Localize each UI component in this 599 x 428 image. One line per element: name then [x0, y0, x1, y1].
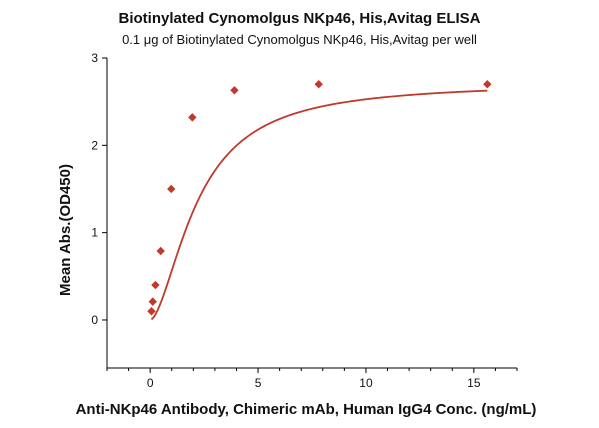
x-tick-label: 10	[359, 376, 373, 390]
x-axis-label: Anti-NKp46 Antibody, Chimeric mAb, Human…	[76, 401, 537, 418]
x-ticks: 0 5 10 15	[106, 368, 518, 390]
y-tick-label: 3	[91, 51, 98, 65]
y-axis-label: Mean Abs.(OD450)	[57, 164, 74, 296]
data-point	[167, 184, 176, 194]
y-tick-label: 0	[91, 313, 98, 327]
data-point	[483, 79, 492, 89]
chart-subtitle: 0.1 μg of Biotinylated Cynomolgus NKp46,…	[122, 32, 477, 47]
data-point	[148, 297, 157, 306]
data-point	[151, 280, 160, 290]
data-points	[147, 79, 492, 316]
axes	[106, 58, 517, 369]
data-point	[156, 246, 165, 256]
chart-title: Biotinylated Cynomolgus NKp46, His,Avita…	[119, 10, 481, 27]
data-point	[188, 113, 197, 122]
data-point	[314, 79, 323, 89]
fit-curve	[150, 89, 488, 321]
x-tick-label: 5	[255, 376, 262, 390]
x-tick-label: 0	[147, 376, 154, 390]
y-tick-label: 2	[91, 138, 98, 152]
data-point	[147, 307, 156, 316]
y-ticks: 0 1 2 3	[91, 51, 107, 327]
y-tick-label: 1	[91, 226, 98, 240]
data-point	[230, 86, 239, 95]
x-tick-label: 15	[467, 376, 481, 390]
